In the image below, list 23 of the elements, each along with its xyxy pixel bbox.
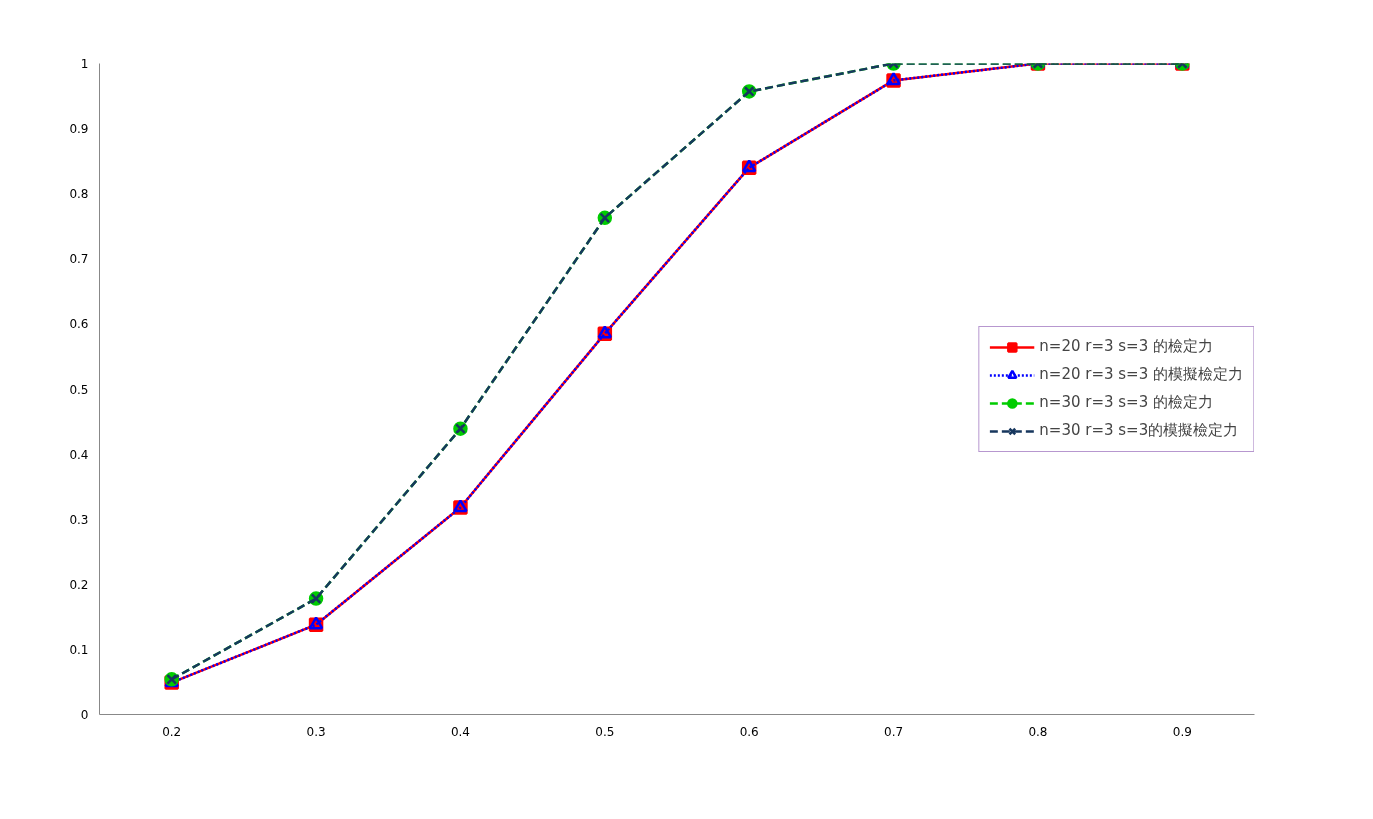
- legend-label: n=30 r=3 s=3的模擬檢定力: [1039, 421, 1239, 440]
- x-tick-label: 0.9: [1172, 724, 1192, 739]
- y-tick-label: 0.1: [69, 642, 89, 657]
- legend-label: n=30 r=3 s=3 的檢定力: [1039, 393, 1213, 412]
- y-tick-label: 0.6: [69, 317, 89, 332]
- x-tick-label: 0.2: [162, 724, 182, 739]
- x-tick-label: 0.3: [306, 724, 326, 739]
- x-tick-label: 0.7: [884, 724, 904, 739]
- y-tick-label: 0: [80, 708, 89, 722]
- legend-label: n=20 r=3 s=3 的模擬檢定力: [1039, 365, 1243, 384]
- x-tick-label: 0.5: [595, 724, 615, 739]
- y-tick-label: 0.5: [69, 382, 89, 397]
- x-tick-label: 0.4: [450, 724, 470, 739]
- y-tick-label: 0.3: [69, 512, 89, 527]
- y-tick-label: 0.2: [69, 577, 89, 592]
- legend-label: n=20 r=3 s=3 的檢定力: [1039, 337, 1213, 356]
- y-tick-label: 1: [80, 57, 89, 71]
- y-tick-label: 0.9: [69, 122, 89, 137]
- x-tick-label: 0.6: [739, 724, 759, 739]
- y-tick-label: 0.8: [69, 187, 89, 202]
- y-tick-label: 0.7: [69, 252, 89, 267]
- y-tick-label: 0.4: [69, 447, 89, 462]
- x-tick-label: 0.8: [1028, 724, 1048, 739]
